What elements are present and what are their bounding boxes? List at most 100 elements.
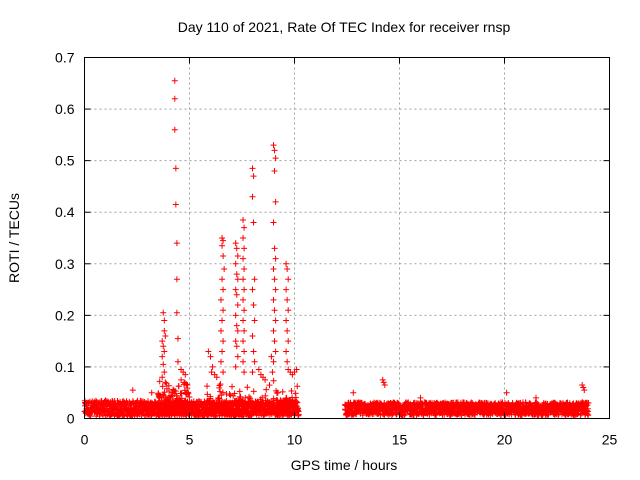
- data-point-background: [159, 383, 166, 390]
- data-point-background: [214, 403, 221, 410]
- data-point-background: [218, 392, 225, 399]
- data-point-background: [267, 399, 274, 406]
- data-point: [272, 317, 279, 324]
- data-point: [240, 216, 247, 223]
- data-point-background: [247, 395, 254, 402]
- data-point: [272, 198, 279, 205]
- data-point-background: [293, 404, 300, 411]
- data-point: [285, 276, 292, 283]
- data-point-background: [236, 388, 243, 395]
- data-point-background: [245, 393, 252, 400]
- data-point: [268, 353, 275, 360]
- data-point-background: [280, 410, 287, 417]
- data-point: [241, 327, 248, 334]
- data-point: [272, 155, 279, 162]
- data-point-background: [284, 408, 291, 415]
- data-point-background: [292, 394, 299, 401]
- data-point-background: [179, 400, 186, 407]
- data-point: [234, 302, 241, 309]
- data-point: [271, 276, 278, 283]
- data-point: [181, 379, 188, 386]
- data-point-background: [236, 393, 243, 400]
- x-tick-label: 25: [602, 432, 618, 448]
- data-point-background: [185, 403, 192, 410]
- data-point: [234, 327, 241, 334]
- data-point: [232, 312, 239, 319]
- data-point: [241, 348, 248, 355]
- data-point-background: [160, 391, 167, 398]
- data-point-background: [174, 409, 181, 416]
- data-point-background: [178, 390, 185, 397]
- data-point-background: [212, 409, 219, 416]
- x-tick-label: 0: [81, 432, 89, 448]
- data-point: [219, 235, 226, 241]
- data-point: [232, 338, 239, 345]
- y-tick-label: 0.2: [55, 307, 75, 323]
- data-point-background: [251, 403, 258, 410]
- data-point: [232, 363, 239, 370]
- data-point-background: [222, 401, 229, 408]
- data-point: [270, 265, 277, 272]
- data-point: [271, 245, 278, 252]
- data-point: [218, 327, 224, 334]
- data-point: [172, 165, 179, 172]
- data-point: [283, 317, 290, 324]
- y-tick-label: 0.5: [55, 153, 75, 169]
- data-point: [205, 348, 212, 355]
- data-point: [240, 358, 247, 365]
- grid-layer: [84, 57, 610, 419]
- data-point: [251, 317, 258, 324]
- data-point: [283, 286, 290, 293]
- data-point-background: [185, 408, 192, 415]
- data-point: [417, 394, 424, 401]
- data-point: [219, 276, 226, 283]
- data-point-background: [216, 382, 223, 389]
- data-point: [249, 165, 256, 172]
- data-point: [241, 224, 248, 231]
- x-tick-label: 15: [392, 432, 408, 448]
- data-point: [271, 307, 278, 314]
- data-point-background: [222, 404, 229, 411]
- data-point: [271, 338, 278, 345]
- data-point: [220, 237, 227, 244]
- y-tick-label: 0.7: [55, 50, 75, 66]
- data-point: [271, 167, 278, 174]
- data-point: [283, 348, 290, 355]
- data-point: [284, 265, 291, 272]
- data-point-background: [223, 409, 230, 416]
- x-tick-label: 10: [287, 432, 303, 448]
- data-point-background: [236, 406, 243, 413]
- data-point: [219, 242, 226, 249]
- data-point: [159, 374, 166, 381]
- data-point: [272, 255, 279, 262]
- data-point-background: [401, 412, 408, 419]
- data-point: [249, 286, 256, 293]
- data-point: [271, 147, 278, 154]
- data-point: [213, 374, 220, 381]
- data-point: [240, 235, 247, 241]
- data-point-background: [263, 386, 270, 393]
- data-point-background: [175, 402, 182, 409]
- data-point-background: [204, 383, 211, 390]
- data-point-background: [249, 407, 256, 414]
- data-point: [161, 369, 168, 376]
- data-point-background: [266, 382, 273, 389]
- data-point: [285, 338, 292, 345]
- data-point-background: [165, 399, 172, 406]
- data-point: [250, 173, 257, 180]
- data-point-background: [226, 391, 233, 398]
- data-point-background: [240, 405, 247, 412]
- data-point: [240, 276, 247, 283]
- data-point-background: [157, 410, 164, 417]
- data-point: [250, 302, 257, 309]
- data-point-background: [271, 404, 278, 411]
- data-point-background: [184, 399, 191, 406]
- data-point-background: [229, 383, 236, 390]
- data-point-background: [176, 395, 183, 402]
- data-point-background: [204, 409, 211, 416]
- data-point: [129, 387, 136, 394]
- data-point-background: [177, 403, 184, 410]
- data-point: [102, 397, 109, 404]
- data-point: [381, 381, 388, 388]
